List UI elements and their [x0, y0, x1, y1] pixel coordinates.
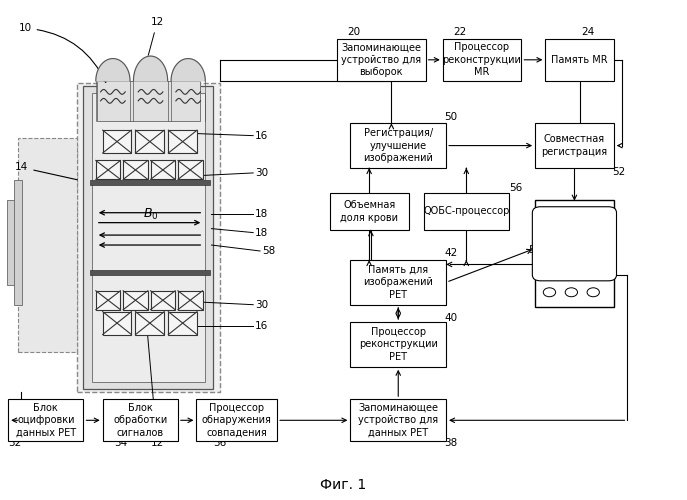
Text: 36: 36: [214, 438, 227, 448]
Text: 18: 18: [256, 228, 269, 237]
FancyBboxPatch shape: [95, 160, 120, 180]
Circle shape: [543, 288, 556, 296]
FancyBboxPatch shape: [168, 312, 197, 334]
Circle shape: [587, 288, 599, 296]
FancyBboxPatch shape: [135, 312, 164, 334]
FancyBboxPatch shape: [350, 322, 446, 367]
Text: Запоминающее
устройство для
выборок: Запоминающее устройство для выборок: [341, 42, 421, 77]
Text: Процессор
реконструкции
PET: Процессор реконструкции PET: [359, 327, 438, 362]
Text: Блок
обработки
сигналов: Блок обработки сигналов: [113, 403, 168, 438]
Text: 40: 40: [444, 312, 458, 322]
Text: 30: 30: [256, 300, 269, 310]
Text: 32: 32: [8, 438, 21, 448]
Text: 52: 52: [612, 168, 626, 177]
FancyBboxPatch shape: [168, 130, 197, 153]
Text: 38: 38: [444, 438, 458, 448]
FancyBboxPatch shape: [97, 81, 200, 120]
FancyBboxPatch shape: [102, 399, 178, 442]
FancyBboxPatch shape: [92, 94, 205, 382]
Text: $B_0$: $B_0$: [143, 206, 158, 222]
Text: 20: 20: [347, 27, 360, 37]
Text: Запоминающее
устройство для
данных PET: Запоминающее устройство для данных PET: [358, 403, 438, 438]
FancyBboxPatch shape: [350, 260, 446, 304]
FancyBboxPatch shape: [102, 312, 131, 334]
FancyBboxPatch shape: [7, 200, 21, 285]
Text: QОБС-процессор: QОБС-процессор: [423, 206, 510, 216]
FancyBboxPatch shape: [178, 291, 203, 310]
Text: Регистрация/
улучшение
изображений: Регистрация/ улучшение изображений: [363, 128, 433, 163]
Circle shape: [565, 288, 578, 296]
Text: Совместная
регистрация: Совместная регистрация: [541, 134, 607, 157]
FancyBboxPatch shape: [102, 130, 131, 153]
Text: Процессор
реконструкции
MR: Процессор реконструкции MR: [442, 42, 521, 77]
Text: 54: 54: [528, 245, 541, 255]
Text: 12: 12: [142, 18, 164, 78]
Text: 42: 42: [444, 248, 458, 258]
FancyBboxPatch shape: [77, 84, 221, 392]
Text: Фиг. 1: Фиг. 1: [320, 478, 367, 492]
FancyBboxPatch shape: [337, 38, 426, 81]
Text: 14: 14: [15, 162, 78, 180]
Text: 24: 24: [582, 27, 595, 37]
Polygon shape: [95, 58, 130, 81]
Text: 12: 12: [148, 332, 164, 448]
Text: Память для
изображений
PET: Память для изображений PET: [363, 265, 433, 300]
FancyBboxPatch shape: [14, 180, 22, 304]
FancyBboxPatch shape: [8, 399, 84, 442]
FancyBboxPatch shape: [135, 130, 164, 153]
FancyBboxPatch shape: [442, 38, 521, 81]
FancyBboxPatch shape: [178, 160, 203, 180]
FancyBboxPatch shape: [545, 38, 613, 81]
Text: 34: 34: [114, 438, 128, 448]
Text: 16: 16: [256, 320, 269, 330]
FancyBboxPatch shape: [532, 206, 616, 281]
FancyBboxPatch shape: [150, 291, 175, 310]
Text: Процессор
обнаружения
совпадения: Процессор обнаружения совпадения: [202, 403, 271, 438]
Polygon shape: [171, 58, 205, 81]
FancyBboxPatch shape: [90, 180, 210, 186]
Text: 16: 16: [256, 130, 269, 140]
Text: Блок
оцифровки
данных PET: Блок оцифровки данных PET: [16, 403, 76, 438]
Text: 56: 56: [509, 184, 522, 194]
FancyBboxPatch shape: [196, 399, 277, 442]
Text: 50: 50: [444, 112, 458, 122]
Text: 22: 22: [453, 27, 466, 37]
Text: 10: 10: [19, 23, 106, 82]
Text: Память MR: Память MR: [551, 55, 608, 65]
FancyBboxPatch shape: [150, 160, 175, 180]
Text: 58: 58: [262, 246, 275, 256]
FancyBboxPatch shape: [90, 270, 210, 275]
FancyBboxPatch shape: [123, 160, 148, 180]
FancyBboxPatch shape: [350, 399, 446, 442]
FancyBboxPatch shape: [535, 200, 613, 307]
FancyBboxPatch shape: [123, 291, 148, 310]
Text: 30: 30: [256, 168, 269, 178]
FancyBboxPatch shape: [330, 193, 409, 230]
FancyBboxPatch shape: [424, 193, 509, 230]
Text: Объемная
доля крови: Объемная доля крови: [340, 200, 398, 222]
FancyBboxPatch shape: [95, 291, 120, 310]
Text: 18: 18: [256, 208, 269, 218]
FancyBboxPatch shape: [19, 138, 77, 352]
Polygon shape: [133, 56, 168, 81]
FancyBboxPatch shape: [535, 123, 613, 168]
FancyBboxPatch shape: [84, 86, 214, 389]
FancyBboxPatch shape: [350, 123, 446, 168]
